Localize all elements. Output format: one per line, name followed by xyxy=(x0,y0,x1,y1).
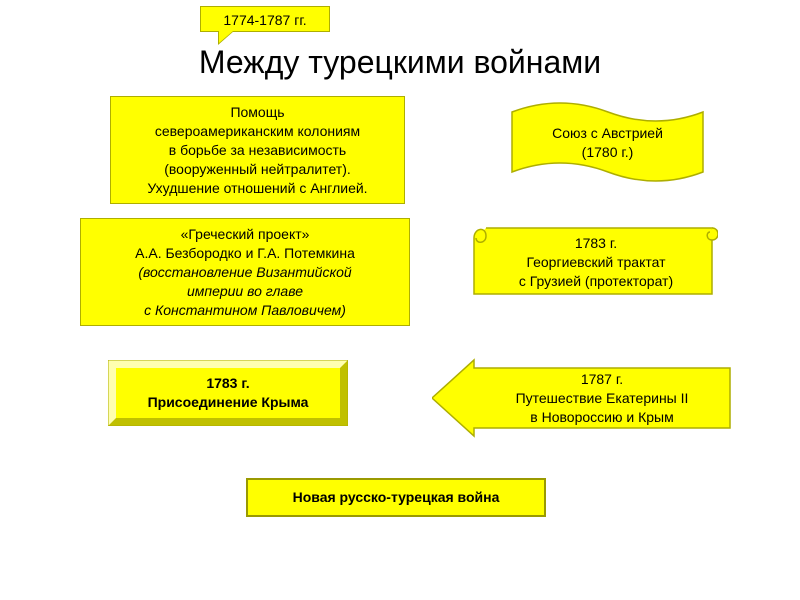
colonies-l5: Ухудшение отношений с Англией. xyxy=(119,179,396,198)
scroll-georgia: 1783 г. Георгиевский трактат с Грузией (… xyxy=(468,220,718,302)
period-text: 1774-1787 гг. xyxy=(223,12,306,28)
georgia-l1: 1783 г. xyxy=(486,234,706,253)
bevel-crimea: 1783 г. Присоединение Крыма xyxy=(108,360,348,426)
flag-austria: Союз с Австрией (1780 г.) xyxy=(510,98,705,186)
greek-l2: А.А. Безбородко и Г.А. Потемкина xyxy=(89,244,401,263)
crimea-l2: Присоединение Крыма xyxy=(108,393,348,412)
journey-l2: Путешествие Екатерины II xyxy=(482,389,722,408)
greek-l5: с Константином Павловичем) xyxy=(89,301,401,320)
box-greek-project: «Греческий проект» А.А. Безбородко и Г.А… xyxy=(80,218,410,326)
journey-l3: в Новороссию и Крым xyxy=(482,408,722,427)
conclusion-text: Новая русско-турецкая война xyxy=(293,489,500,505)
greek-l1: «Греческий проект» xyxy=(89,225,401,244)
georgia-l3: с Грузией (протекторат) xyxy=(486,272,706,291)
colonies-l3: в борьбе за независимость xyxy=(119,141,396,160)
georgia-l2: Георгиевский трактат xyxy=(486,253,706,272)
colonies-l1: Помощь xyxy=(119,103,396,122)
greek-l4: империи во главе xyxy=(89,282,401,301)
colonies-l4: (вооруженный нейтралитет). xyxy=(119,160,396,179)
greek-l3: (восстановление Византийской xyxy=(89,263,401,282)
box-conclusion: Новая русско-турецкая война xyxy=(246,478,546,517)
colonies-l2: североамериканским колониям xyxy=(119,122,396,141)
journey-l1: 1787 г. xyxy=(482,370,722,389)
box-colonies: Помощь североамериканским колониям в бор… xyxy=(110,96,405,204)
austria-l1: Союз с Австрией xyxy=(510,124,705,143)
crimea-l1: 1783 г. xyxy=(108,374,348,393)
arrow-journey: 1787 г. Путешествие Екатерины II в Новор… xyxy=(432,358,732,438)
period-callout: 1774-1787 гг. xyxy=(200,6,330,32)
austria-l2: (1780 г.) xyxy=(510,143,705,162)
page-title: Между турецкими войнами xyxy=(0,44,800,81)
